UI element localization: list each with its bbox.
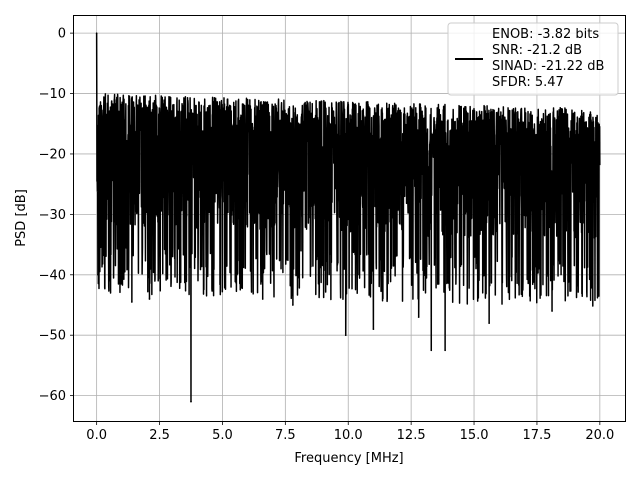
x-tick-label: 12.5 [397,428,426,443]
y-tick-label: −10 [39,87,66,102]
y-axis: 0 −10 −20 −30 −40 −50 −60 [39,27,74,404]
psd-data-point [417,316,420,318]
series-layer [95,32,601,403]
x-tick-label: 7.5 [275,428,296,443]
psd-data-point [344,334,347,337]
y-tick-label: 0 [58,27,66,42]
x-tick-label: 10.0 [334,428,363,443]
x-tick-label: 5.0 [212,428,233,443]
psd-data-point [551,310,553,312]
legend-entry-sinad: SINAD: -21.22 dB [492,59,604,74]
psd-series-line [95,33,601,403]
y-tick-label: −20 [39,147,66,162]
x-tick-label: 17.5 [522,428,551,443]
y-tick-label: −60 [39,389,66,404]
psd-data-point [95,32,98,34]
y-axis-label: PSD [dB] [14,189,29,247]
y-tick-label: −40 [39,268,66,283]
psd-data-point [292,304,294,306]
legend-box [447,22,619,96]
x-axis: 0.0 2.5 5.0 7.5 10.0 12.5 15.0 17.5 20.0 [86,421,614,443]
plot-frame [73,15,626,422]
psd-data-point [97,273,99,276]
legend-entry-enob: ENOB: -3.82 bits [492,27,599,42]
x-tick-label: 0.0 [86,428,107,443]
psd-data-point [372,328,375,330]
y-tick-label: −30 [39,208,66,223]
legend-entry-sfdr: SFDR: 5.47 [492,75,564,90]
x-tick-label: 2.5 [149,428,170,443]
psd-data-point [148,298,151,300]
y-tick-label: −50 [39,329,66,344]
legend: ENOB: -3.82 bits SNR: -21.2 dB SINAD: -2… [447,22,619,96]
psd-data-point [261,298,264,300]
psd-data-point [108,280,111,282]
psd-data-point [430,349,433,352]
x-axis-label: Frequency [MHz] [294,451,403,466]
psd-data-point [190,400,192,403]
psd-data-point [131,301,133,303]
x-tick-label: 15.0 [460,428,489,443]
psd-data-point [488,322,490,324]
psd-data-point [444,349,446,352]
legend-entry-snr: SNR: -21.2 dB [492,43,582,58]
x-tick-label: 20.0 [585,428,614,443]
